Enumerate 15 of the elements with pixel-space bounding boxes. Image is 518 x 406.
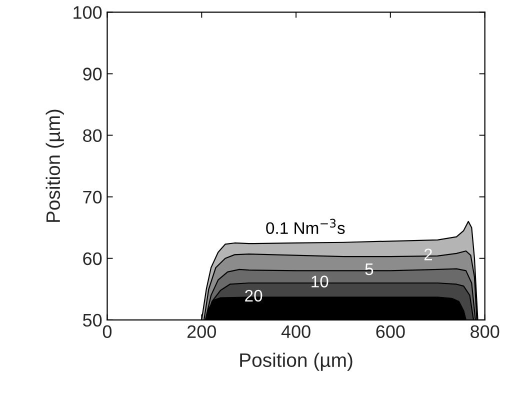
y-tick-label: 100	[74, 6, 102, 19]
annotation: 0.1 Nm$^{−3}$s	[266, 218, 345, 234]
x-tick-label: 400	[281, 325, 310, 338]
x-tick-label: 200	[187, 325, 216, 338]
x-tick-label: 600	[376, 325, 405, 338]
x-tick-label: 0	[102, 325, 112, 338]
y-tick-label: 60	[83, 252, 102, 266]
annotation: 20	[245, 290, 262, 302]
y-tick-label: 90	[83, 68, 102, 80]
y-tick-label: 80	[83, 129, 102, 142]
x-tick-label: 800	[470, 325, 500, 338]
y-tick-label: 50	[83, 314, 102, 327]
y-tick-label: 70	[83, 190, 102, 204]
y-axis-title: Position (µm)	[46, 110, 64, 222]
x-axis-title: Position (µm)	[240, 352, 352, 371]
